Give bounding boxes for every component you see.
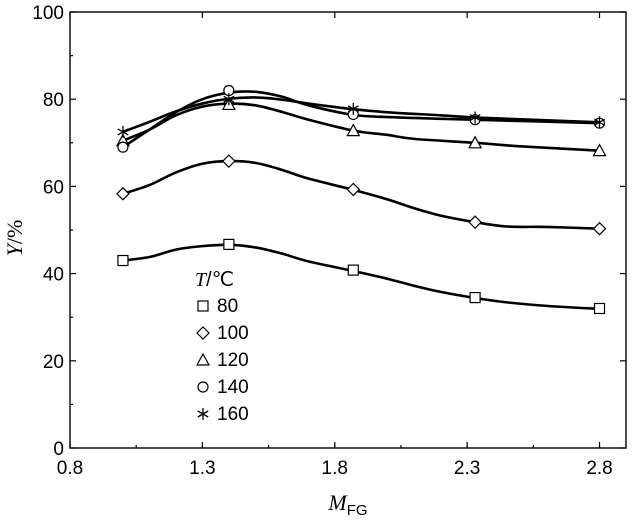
data-point-80 — [223, 238, 235, 250]
data-point-120 — [468, 135, 483, 149]
legend-marker-120 — [195, 352, 211, 366]
legend-label-140: 140 — [217, 377, 249, 398]
legend-marker-100 — [196, 326, 210, 340]
data-point-100 — [346, 182, 361, 197]
legend: T/℃ 80 100 120 140 160 — [195, 269, 249, 425]
plot-frame — [69, 11, 627, 449]
legend-label-80: 80 — [217, 296, 238, 317]
x-tick-label: 2.8 — [586, 458, 612, 479]
data-point-120 — [592, 143, 607, 157]
legend-label-100: 100 — [217, 323, 249, 344]
legend-marker-160 — [197, 408, 209, 420]
y-tick-label: 100 — [32, 3, 64, 24]
x-tick-label: 1.8 — [322, 458, 348, 479]
y-tick-label: 40 — [43, 265, 64, 286]
x-axis-title: MFG — [327, 490, 367, 519]
data-point-140 — [117, 141, 129, 153]
series-160 — [117, 93, 606, 138]
legend-label-160: 160 — [217, 404, 249, 425]
y-tick-label: 80 — [43, 90, 64, 111]
series-group — [115, 84, 607, 315]
legend-items: 80 100 120 140 160 — [195, 296, 249, 425]
data-point-160 — [347, 102, 359, 115]
y-axis-ticks: 0 20 40 60 80 100 — [32, 3, 626, 460]
data-point-100 — [468, 215, 482, 230]
data-point-160 — [469, 111, 481, 124]
legend-title: T/℃ — [195, 269, 234, 291]
data-point-80 — [593, 302, 606, 315]
series-80 — [117, 238, 606, 315]
x-tick-label: 2.3 — [454, 458, 480, 479]
data-point-120 — [346, 123, 361, 137]
y-axis-title: Y/% — [2, 220, 27, 257]
x-axis-ticks: 0.8 1.3 1.8 2.3 2.8 — [57, 12, 613, 479]
data-point-100 — [592, 221, 607, 236]
axes — [69, 11, 627, 449]
series-100 — [116, 154, 607, 236]
data-point-160 — [223, 93, 235, 106]
data-point-160 — [117, 125, 129, 138]
x-tick-label: 0.8 — [57, 458, 83, 479]
data-point-100 — [222, 154, 236, 168]
data-point-160 — [593, 116, 606, 129]
data-point-80 — [117, 254, 129, 267]
y-tick-label: 60 — [43, 177, 64, 198]
x-tick-label: 1.3 — [189, 458, 215, 479]
y-tick-label: 20 — [43, 352, 64, 373]
y-tick-label: 0 — [53, 439, 64, 460]
data-point-80 — [347, 264, 359, 276]
series-line-100 — [121, 159, 601, 230]
legend-label-120: 120 — [217, 350, 249, 371]
data-point-80 — [469, 291, 481, 304]
legend-marker-140 — [197, 381, 209, 393]
data-point-100 — [116, 186, 130, 201]
legend-marker-80 — [197, 300, 209, 312]
series-line-80 — [121, 243, 601, 311]
